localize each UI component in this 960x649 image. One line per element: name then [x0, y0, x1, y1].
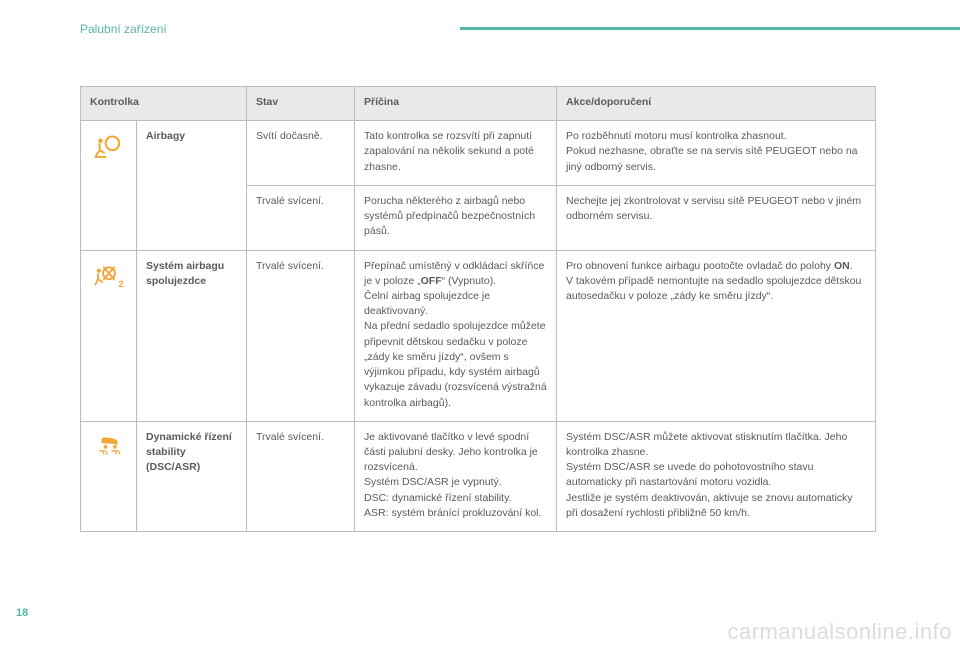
airbag-icon [92, 131, 126, 159]
name-airbag-spolujezdce: Systém airbagu spolujezdce [137, 250, 247, 421]
action-cell: Pro obnovení funkce airbagu pootočte ovl… [557, 250, 876, 421]
state-cell: Trvalé svícení. [247, 421, 355, 531]
cause-cell: Přepínač umístěný v odkládací skříňce je… [355, 250, 557, 421]
watermark: carmanualsonline.info [727, 619, 952, 645]
state-cell: Svítí dočasně. [247, 121, 355, 186]
action-cell: Po rozběhnutí motoru musí kontrolka zhas… [557, 121, 876, 186]
airbag-off-icon: 2 [92, 261, 126, 289]
col-kontrolka: Kontrolka [81, 87, 247, 121]
action-cell: Nechejte jej zkontrolovat v servisu sítě… [557, 185, 876, 250]
col-stav: Stav [247, 87, 355, 121]
name-dsc: Dynamické řízení stability (DSC/ASR) [137, 421, 247, 531]
header-rule [460, 27, 960, 30]
cause-cell: Je aktivované tlačítko v levé spodní čás… [355, 421, 557, 531]
state-cell: Trvalé svícení. [247, 185, 355, 250]
cause-cell: Porucha některého z airbagů nebo systémů… [355, 185, 557, 250]
state-cell: Trvalé svícení. [247, 250, 355, 421]
table-row: Airbagy Svítí dočasně. Tato kontrolka se… [81, 121, 876, 186]
action-cell: Systém DSC/ASR můžete aktivovat stisknut… [557, 421, 876, 531]
table-row: Dynamické řízení stability (DSC/ASR) Trv… [81, 421, 876, 531]
indicator-table: Kontrolka Stav Příčina Akce/doporučení [80, 86, 875, 532]
table: Kontrolka Stav Příčina Akce/doporučení [80, 86, 876, 532]
dsc-icon [92, 432, 126, 460]
icon-cell-airbag-off: 2 [81, 250, 137, 421]
section-title: Palubní zařízení [80, 22, 167, 36]
svg-text:2: 2 [118, 278, 123, 288]
cause-cell: Tato kontrolka se rozsvítí při zapnutí z… [355, 121, 557, 186]
page-number: 18 [16, 607, 28, 619]
table-body: Airbagy Svítí dočasně. Tato kontrolka se… [81, 121, 876, 532]
name-airbagy: Airbagy [137, 121, 247, 250]
col-akce: Akce/doporučení [557, 87, 876, 121]
table-row: 2 Systém airbagu spolujezdce Trvalé svíc… [81, 250, 876, 421]
col-pricina: Příčina [355, 87, 557, 121]
table-head: Kontrolka Stav Příčina Akce/doporučení [81, 87, 876, 121]
icon-cell-dsc [81, 421, 137, 531]
icon-cell-airbag [81, 121, 137, 250]
page: Palubní zařízení Kontrolka Stav Příčina … [0, 0, 960, 649]
